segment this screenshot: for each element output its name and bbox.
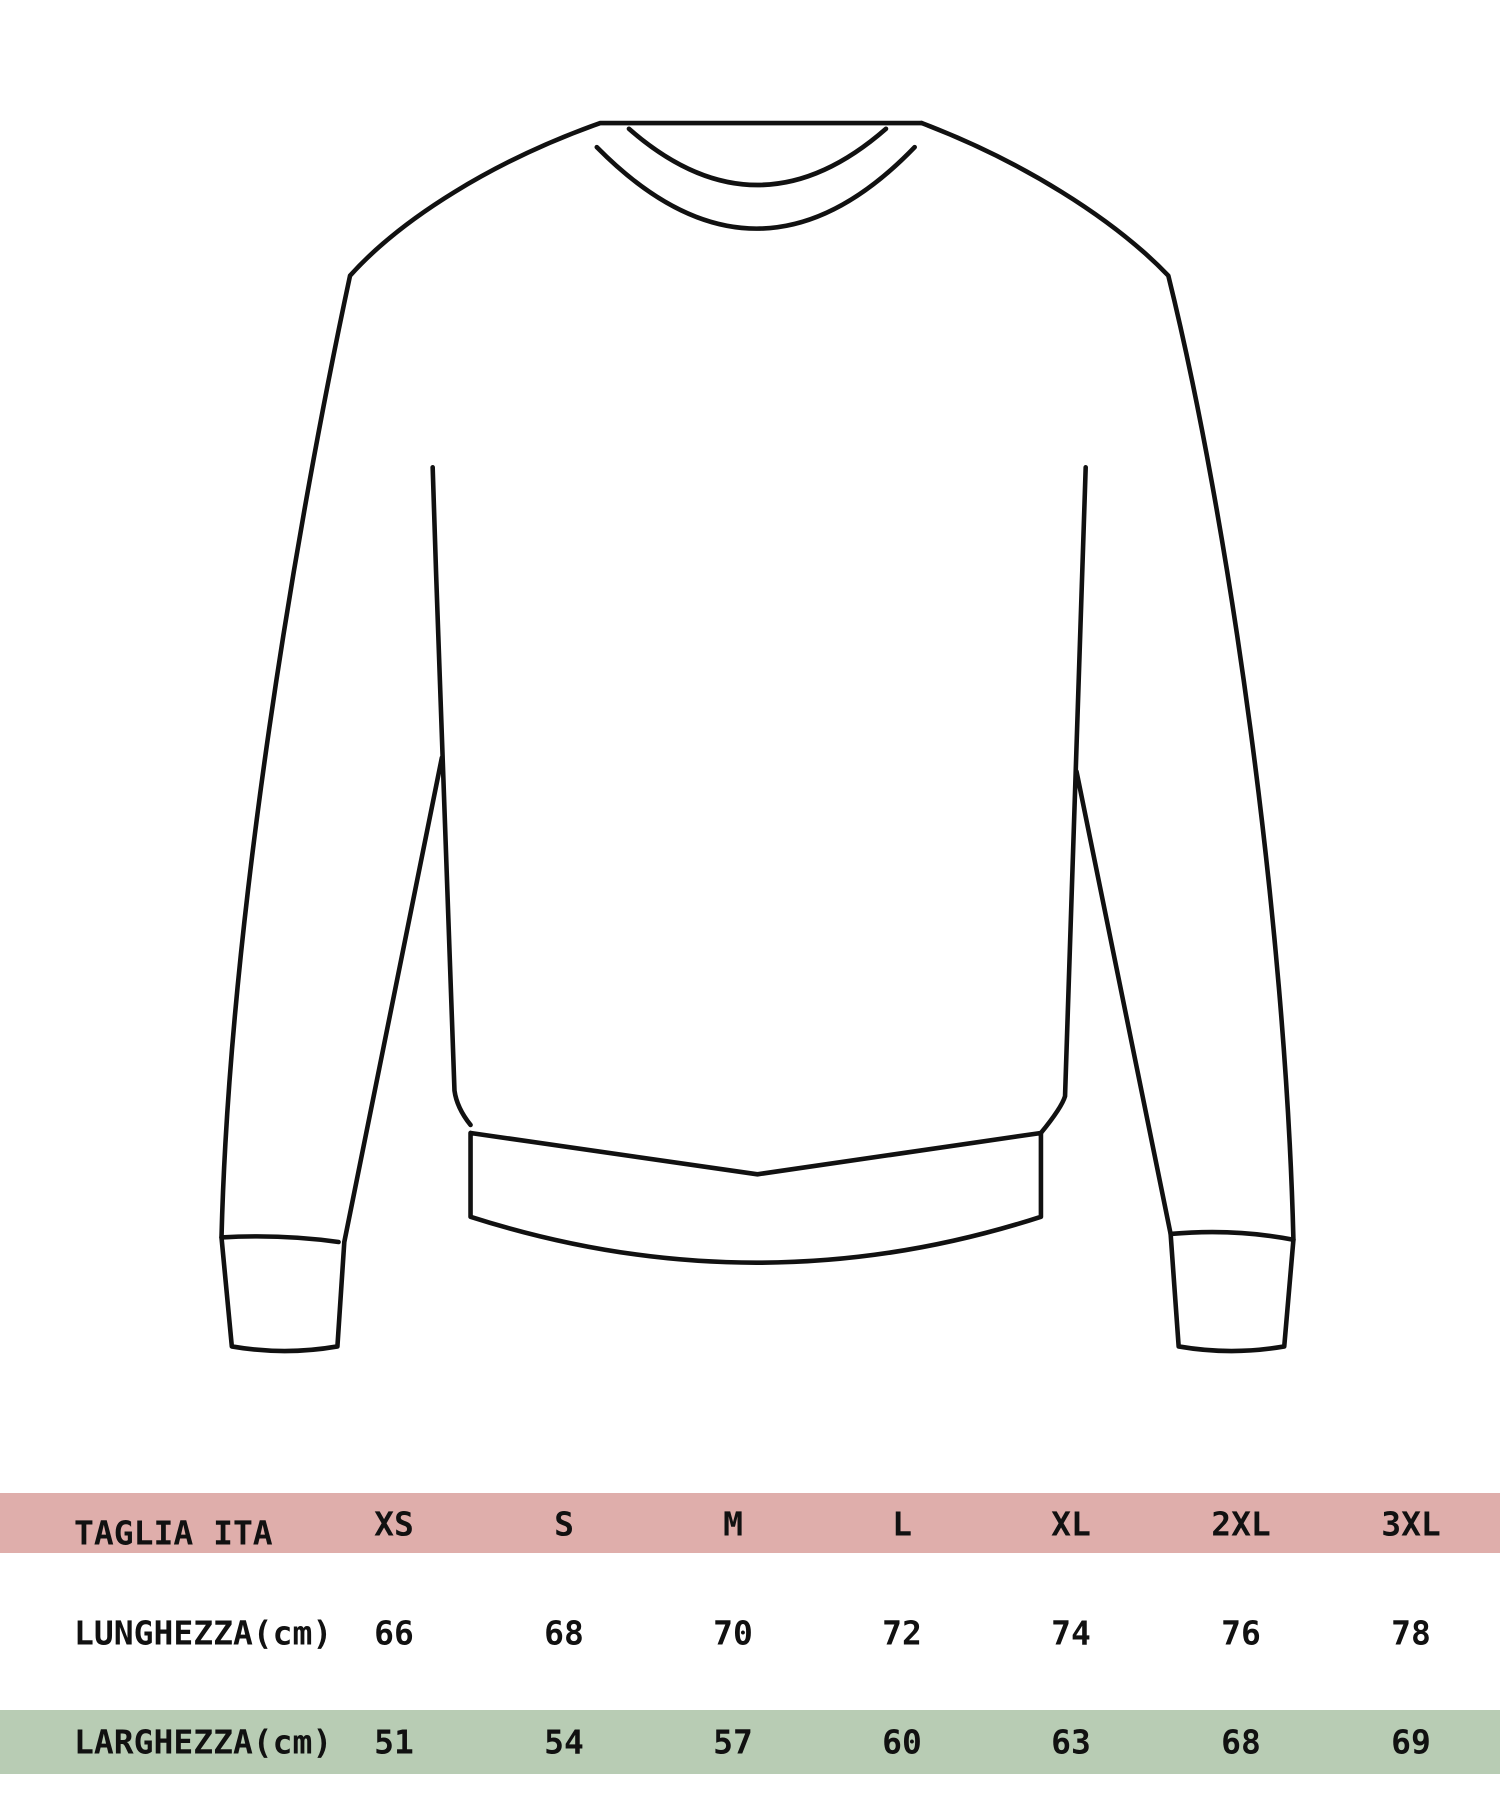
size-cell: 2XL <box>1211 1504 1271 1544</box>
size-header-row: TAGLIA ITA XS S M L XL 2XL 3XL <box>0 1494 1500 1554</box>
value-cell: 54 <box>544 1722 584 1762</box>
value-cell: 78 <box>1391 1613 1431 1653</box>
width-row-band <box>0 1710 1500 1774</box>
size-cell: S <box>554 1504 574 1544</box>
size-cell: XS <box>374 1504 414 1544</box>
value-cell: 60 <box>882 1722 922 1762</box>
row-label: LUNGHEZZA(cm) <box>74 1613 333 1653</box>
value-cell: 63 <box>1051 1722 1091 1762</box>
row-label: LARGHEZZA(cm) <box>74 1722 333 1762</box>
value-cell: 69 <box>1391 1722 1431 1762</box>
outer-collar <box>594 144 917 231</box>
right-body-side <box>1038 465 1088 1136</box>
size-cell: 3XL <box>1381 1504 1441 1544</box>
left-cuff-seam <box>219 1234 341 1245</box>
value-cell: 51 <box>374 1722 414 1762</box>
length-row: LUNGHEZZA(cm) 66 68 70 72 74 76 78 <box>0 1603 1500 1663</box>
row-label: TAGLIA ITA <box>74 1513 273 1553</box>
width-row: LARGHEZZA(cm) 51 54 57 60 63 68 69 <box>0 1712 1500 1772</box>
left-body-side <box>430 465 473 1128</box>
value-cell: 66 <box>374 1613 414 1653</box>
size-row-band <box>0 1493 1500 1553</box>
value-cell: 74 <box>1051 1613 1091 1653</box>
size-cell: M <box>723 1504 743 1544</box>
value-cell: 57 <box>713 1722 753 1762</box>
sweater-right-half <box>919 120 1296 1354</box>
hem-band <box>468 1130 1044 1265</box>
value-cell: 70 <box>713 1613 753 1653</box>
value-cell: 76 <box>1221 1613 1261 1653</box>
size-cell: L <box>892 1504 912 1544</box>
sweater-left-half <box>219 120 924 1354</box>
value-cell: 72 <box>882 1613 922 1653</box>
right-cuff-seam <box>1168 1229 1296 1243</box>
value-cell: 68 <box>1221 1722 1261 1762</box>
size-cell: XL <box>1051 1504 1091 1544</box>
value-cell: 68 <box>544 1613 584 1653</box>
inner-collar <box>626 126 889 188</box>
